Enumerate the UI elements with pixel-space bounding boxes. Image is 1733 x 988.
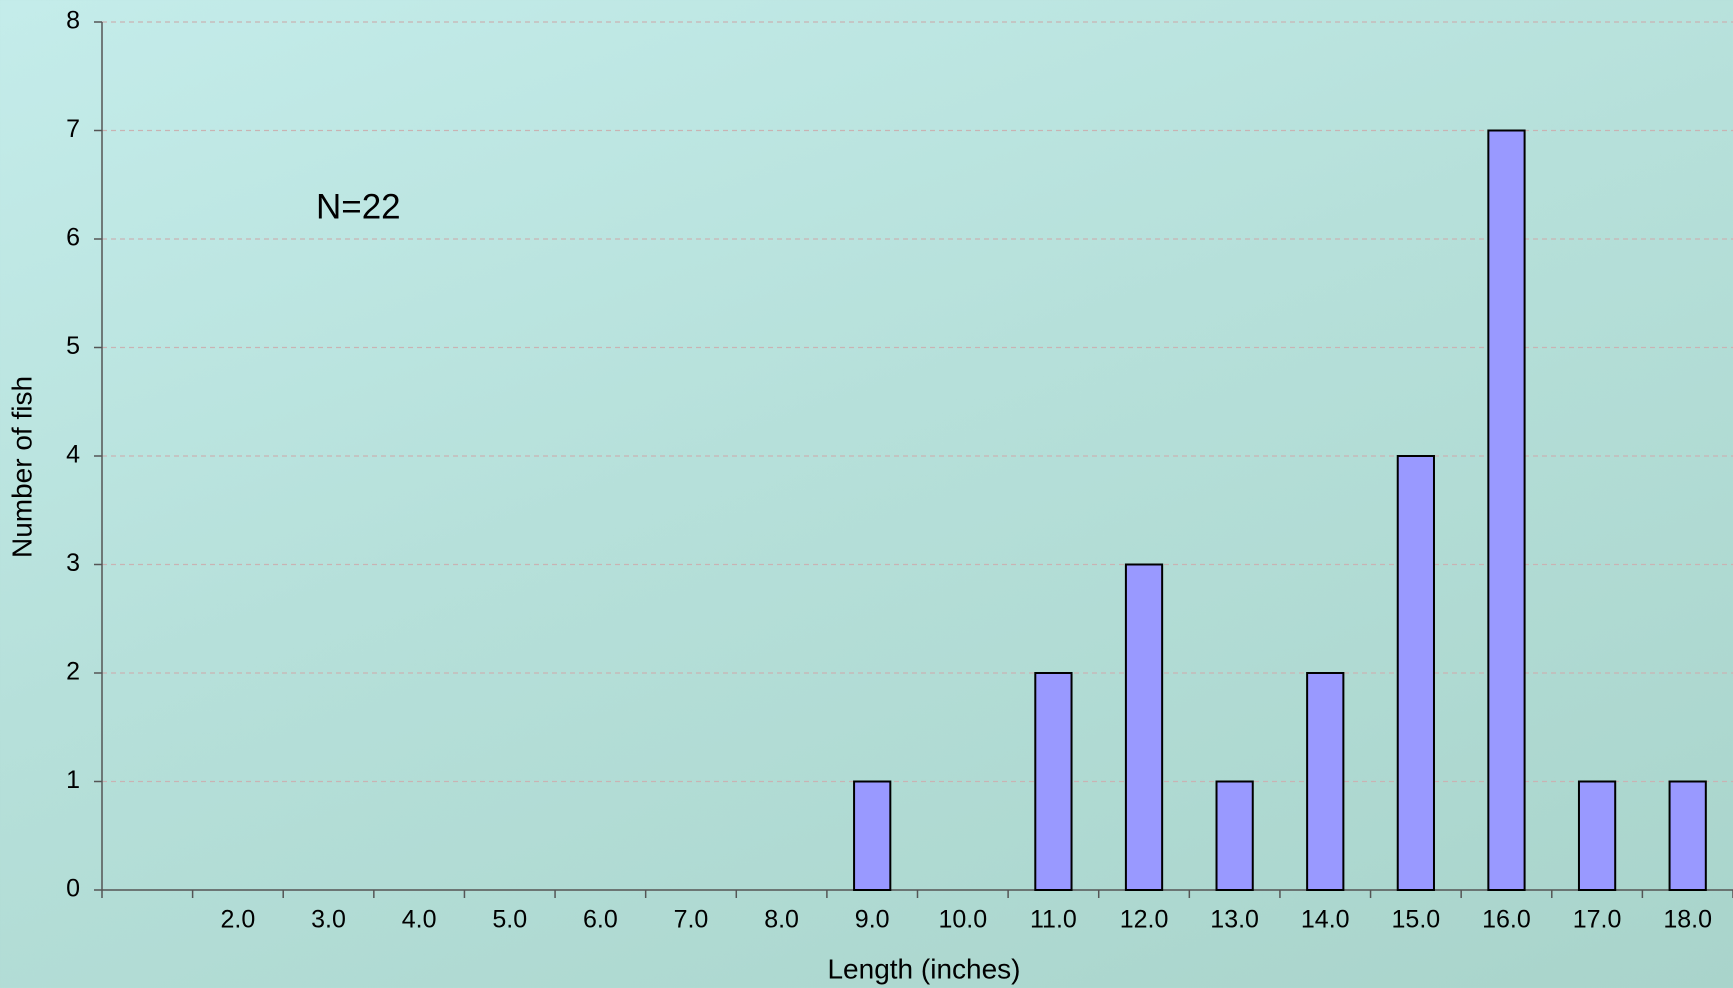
bar	[853, 780, 892, 891]
bar	[1124, 563, 1164, 891]
x-axis-label: Length (inches)	[827, 953, 1020, 984]
y-tick-label: 8	[66, 7, 80, 35]
x-tick-label: 2.0	[221, 906, 256, 934]
x-tick-label: 10.0	[938, 906, 987, 934]
y-tick-label: 6	[66, 224, 80, 252]
bar	[1215, 780, 1254, 891]
x-tick-label: 7.0	[674, 906, 709, 934]
x-tick-label: 17.0	[1573, 906, 1622, 934]
y-axis-label: Number of fish	[6, 376, 37, 558]
x-tick-label: 13.0	[1210, 906, 1259, 934]
x-tick-label: 9.0	[855, 906, 890, 934]
x-tick-label: 8.0	[764, 906, 799, 934]
y-tick-label: 7	[66, 115, 80, 143]
x-tick-label: 14.0	[1301, 906, 1350, 934]
y-tick-label: 2	[66, 658, 80, 686]
y-tick-label: 5	[66, 332, 80, 360]
y-tick-label: 1	[66, 766, 80, 794]
x-tick-label: 4.0	[402, 906, 437, 934]
annotation: N=22	[316, 187, 401, 226]
y-tick-label: 0	[66, 875, 80, 903]
y-tick-label: 4	[66, 441, 80, 469]
x-tick-label: 3.0	[311, 906, 346, 934]
x-tick-label: 11.0	[1030, 906, 1077, 934]
bar	[1668, 780, 1707, 891]
bar	[1396, 455, 1435, 891]
x-tick-label: 6.0	[583, 906, 618, 934]
bar	[1487, 129, 1526, 891]
x-tick-label: 18.0	[1663, 906, 1712, 934]
bar	[1034, 672, 1073, 891]
x-tick-label: 16.0	[1482, 906, 1531, 934]
y-tick-label: 3	[66, 549, 80, 577]
x-tick-label: 5.0	[492, 906, 527, 934]
x-tick-label: 12.0	[1120, 906, 1169, 934]
bar	[1577, 780, 1617, 891]
x-tick-label: 15.0	[1392, 906, 1441, 934]
bar	[1306, 672, 1345, 891]
